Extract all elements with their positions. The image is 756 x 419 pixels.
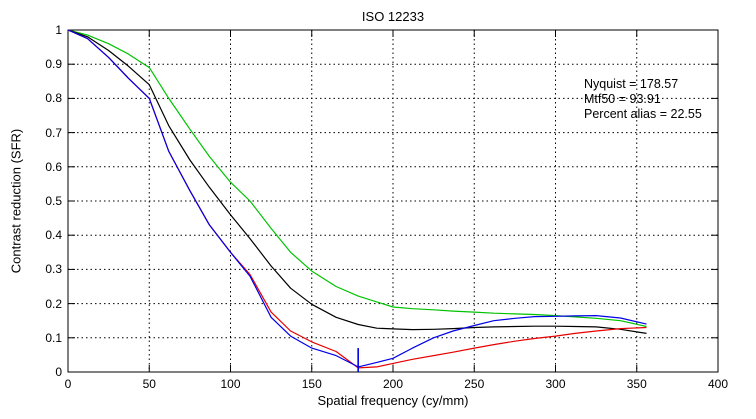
series-blue-channel [67,29,647,368]
y-tick-label: 0.2 [45,296,62,311]
x-tick-label: 250 [464,377,485,391]
x-tick-label: 200 [382,377,404,391]
series-red-channel [67,29,647,369]
nyquist-value: Nyquist = 178.57 [584,77,679,91]
x-tick-label: 100 [220,377,241,391]
percent-alias-value: Percent alias = 22.55 [584,107,702,121]
x-tick-label: 400 [707,377,729,391]
y-tick-label: 0.1 [45,330,62,345]
y-tick-label: 0.9 [45,57,62,72]
x-tick-label: 0 [64,377,72,391]
y-tick-label: 0.3 [45,262,62,277]
y-tick-label: 1 [55,23,62,37]
x-tick-label: 300 [545,377,566,391]
y-tick-label: 0.4 [45,228,62,243]
x-tick-label: 350 [626,377,647,391]
y-tick-label: 0 [55,365,62,379]
mtf50-value: Mtf50 = 93.91 [584,92,661,106]
x-axis-label: Spatial frequency (cy/mm) [317,393,469,408]
series-luminance-channel [67,29,647,334]
y-tick-label: 0.7 [45,125,62,140]
chart-title: ISO 12233 [361,9,425,24]
y-tick-label: 0.8 [45,91,62,106]
y-tick-label: 0.5 [45,194,62,208]
x-tick-label: 150 [301,377,322,391]
y-tick-label: 0.6 [45,159,62,174]
x-tick-label: 50 [142,377,156,391]
series-green-channel [67,29,647,328]
stats-annotation: Nyquist = 178.57 Mtf50 = 93.91 Percent a… [584,77,702,122]
